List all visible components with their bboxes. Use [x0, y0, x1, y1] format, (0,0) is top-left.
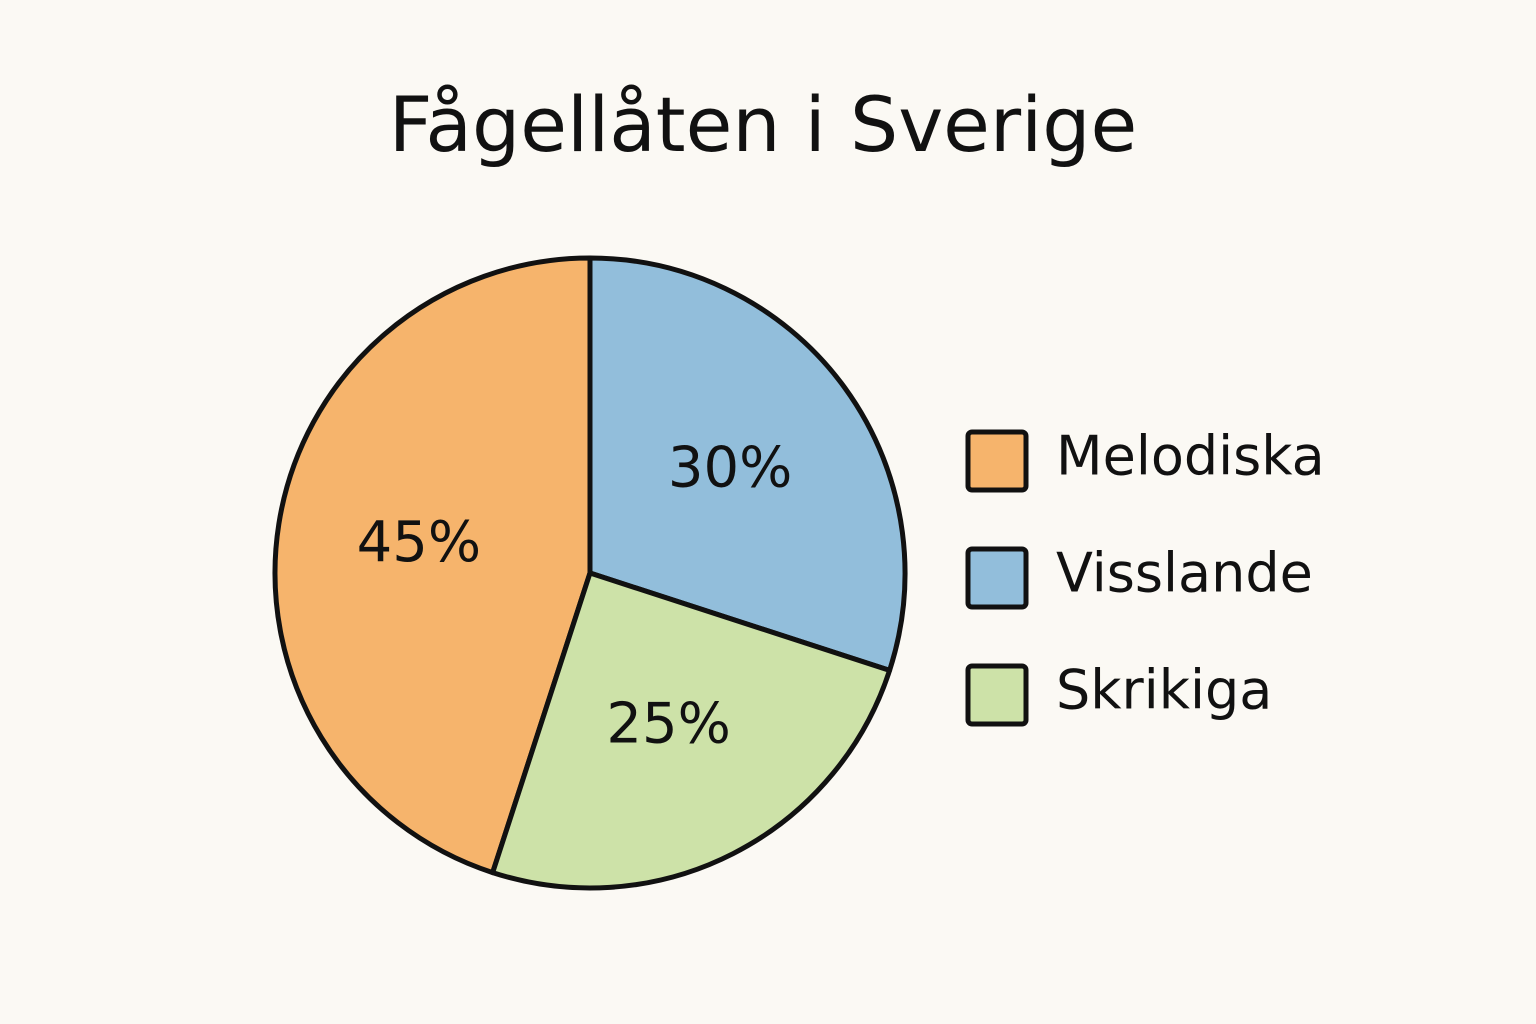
pie-slice — [490, 570, 893, 891]
slice-label: 30% — [668, 435, 792, 500]
pie-slice — [587, 255, 908, 673]
legend-swatch — [965, 546, 1029, 610]
legend-label: Visslande — [1056, 542, 1313, 605]
legend-label: Melodiska — [1056, 425, 1325, 488]
slice-label: 45% — [357, 510, 481, 575]
legend-swatch — [965, 429, 1029, 493]
slice-label: 25% — [606, 692, 730, 757]
legend-swatch — [965, 663, 1029, 727]
pie-slice — [272, 255, 593, 876]
legend-label: Skrikiga — [1056, 659, 1272, 722]
chart-title: Fågellåten i Sverige — [389, 80, 1138, 169]
